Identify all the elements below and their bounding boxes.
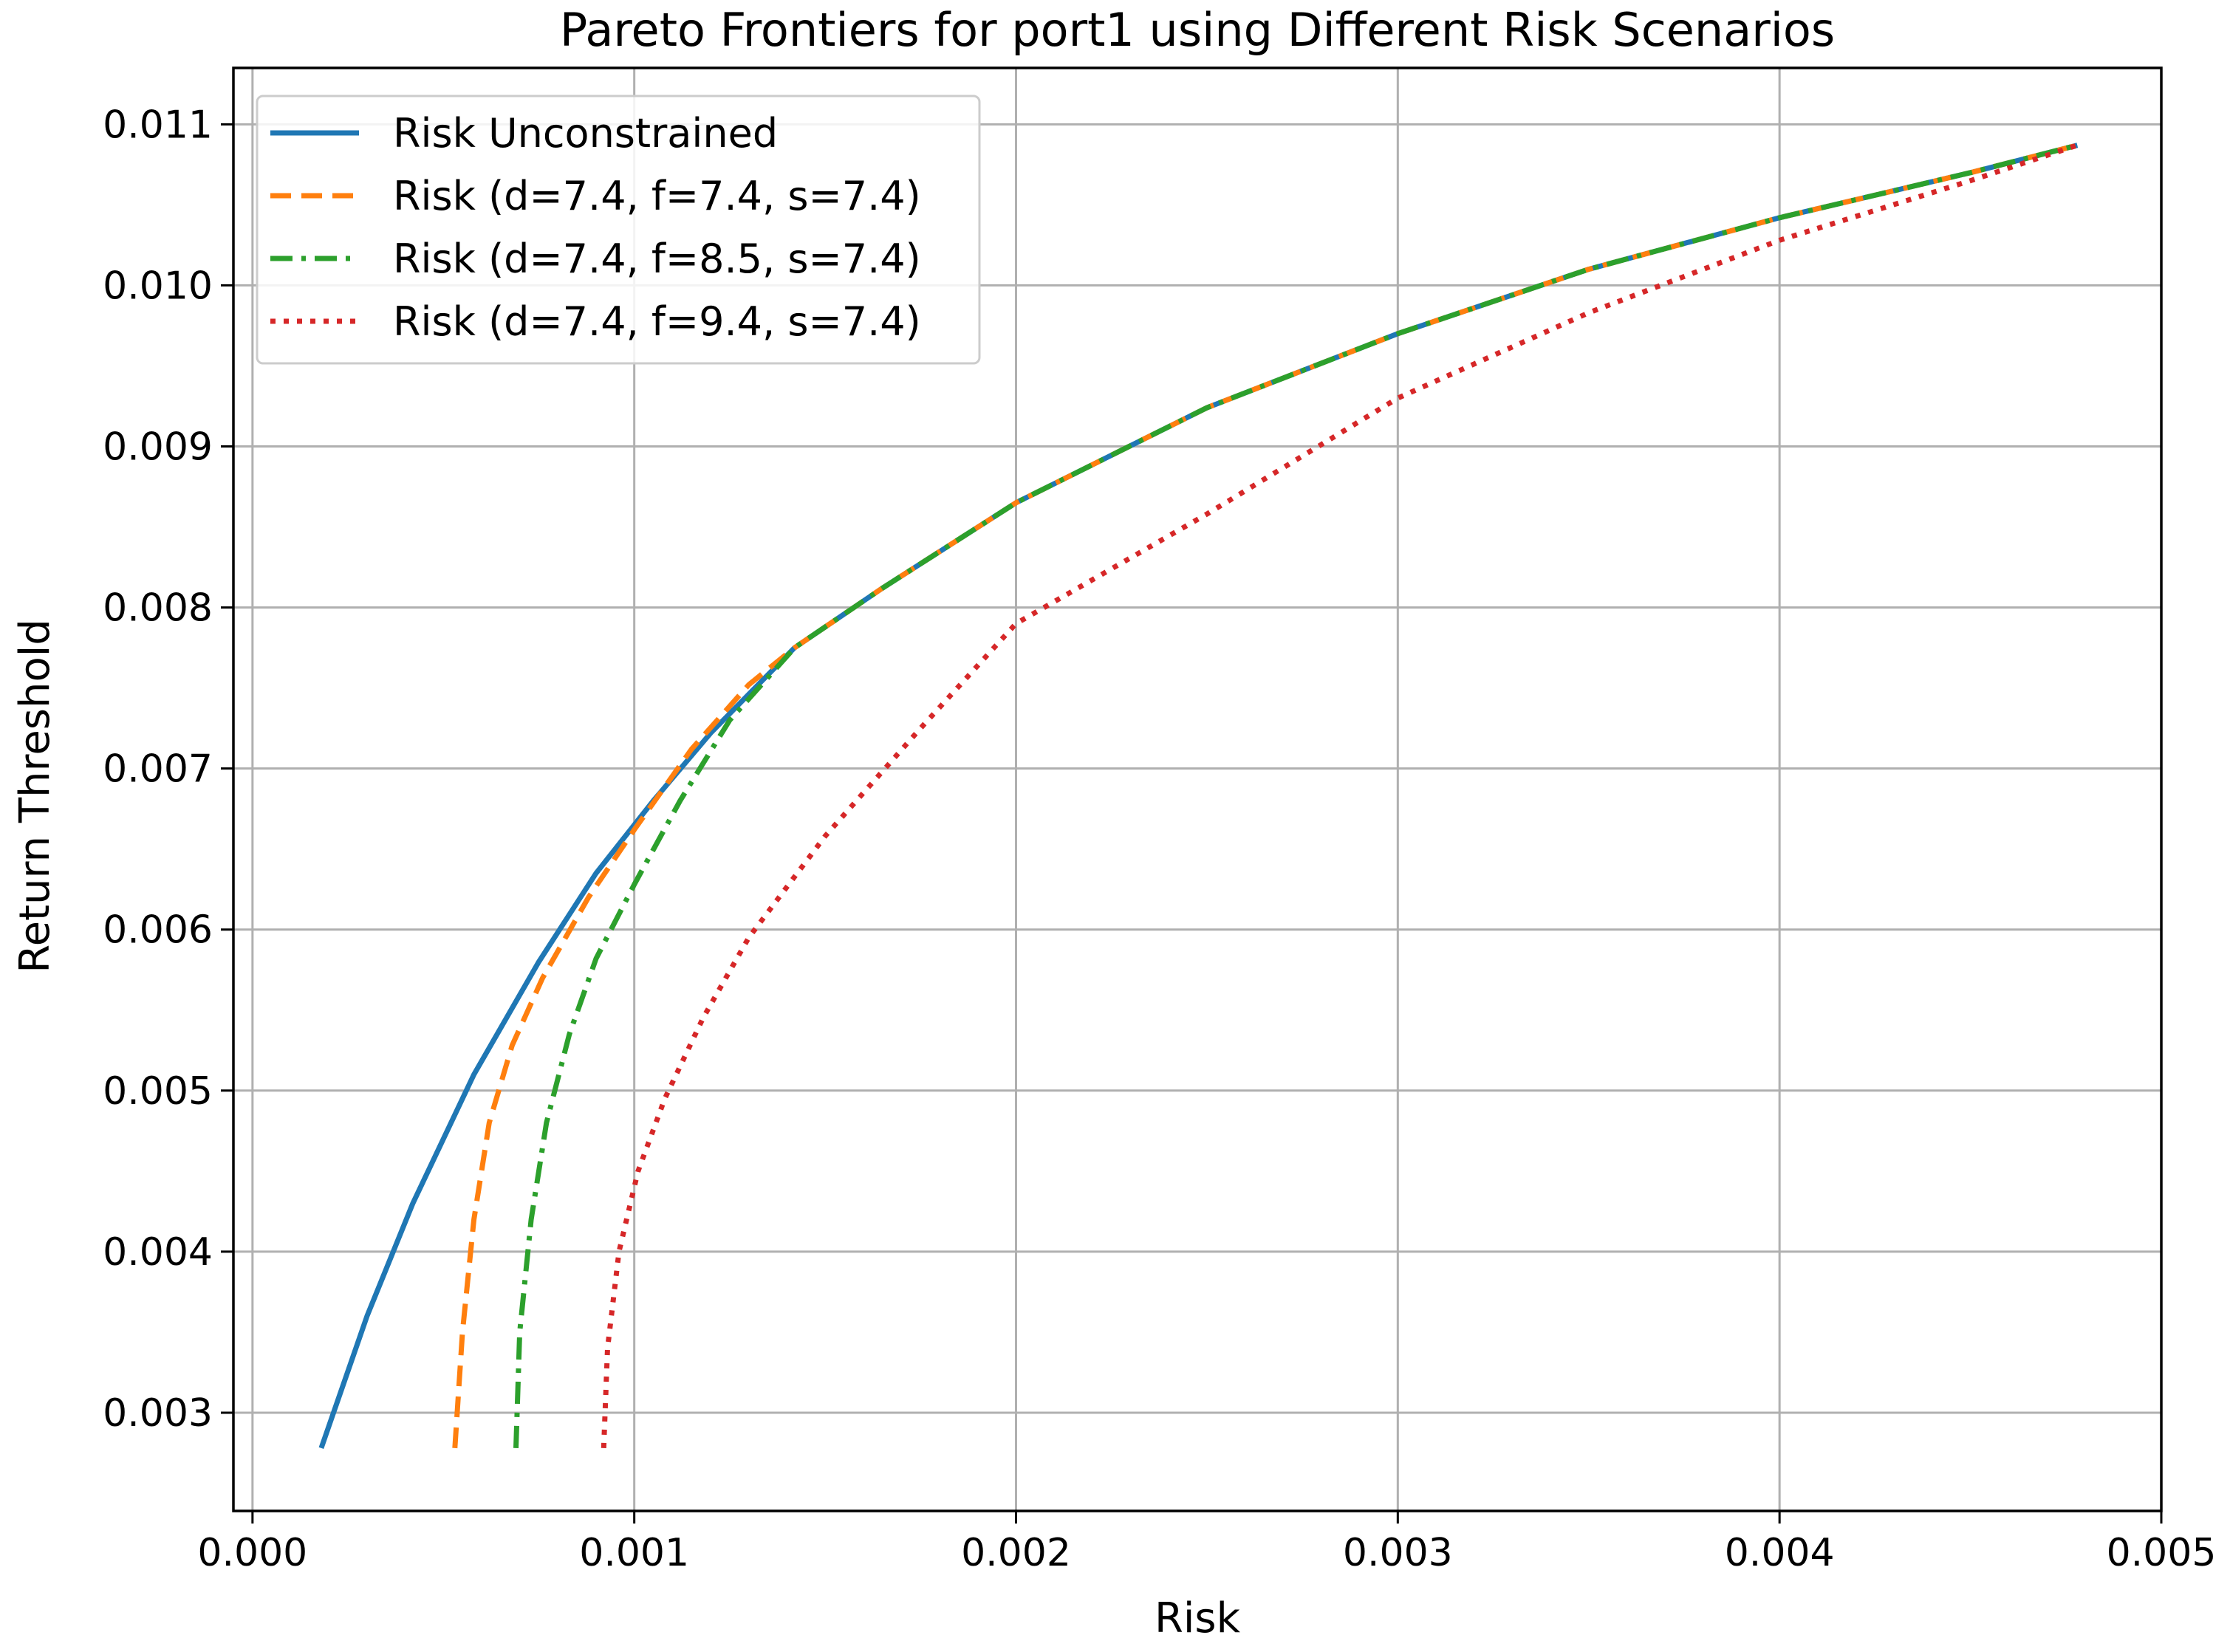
axis-ticks: 0.000 0.001 0.002 0.003 0.004 0.005 0.003 0.004… (103, 103, 2216, 1575)
y-tick-label: 0.008 (103, 586, 213, 631)
x-tick-label: 0.002 (961, 1531, 1071, 1575)
series-line-3 (513, 143, 2079, 1449)
series-lines (318, 143, 2079, 1450)
y-tick-label: 0.010 (103, 264, 213, 308)
plot-frame (232, 66, 2163, 1512)
y-tick-label: 0.006 (103, 908, 213, 953)
y-tick-label: 0.009 (103, 425, 213, 469)
series-line-2 (452, 143, 2079, 1449)
legend: Risk Unconstrained Risk (d=7.4, f=7.4, s=… (256, 95, 981, 365)
legend-label-1: Risk Unconstrained (393, 110, 778, 157)
legend-label-3: Risk (d=7.4, f=8.5, s=7.4) (393, 236, 921, 282)
y-tick-label: 0.011 (103, 103, 213, 147)
x-tick-label: 0.003 (1343, 1531, 1453, 1575)
legend-label-4: Risk (d=7.4, f=9.4, s=7.4) (393, 298, 921, 345)
x-tick-label: 0.004 (1725, 1531, 1835, 1575)
chart-title: Pareto Frontiers for port1 using Differe… (560, 3, 1835, 57)
legend-box (256, 95, 981, 365)
x-tick-label: 0.001 (579, 1531, 689, 1575)
x-tick-label: 0.005 (2107, 1531, 2217, 1575)
legend-label-2: Risk (d=7.4, f=7.4, s=7.4) (393, 173, 921, 219)
x-axis-label: Risk (1155, 1594, 1241, 1642)
y-tick-label: 0.003 (103, 1391, 213, 1436)
y-tick-label: 0.005 (103, 1069, 213, 1114)
y-axis-label: Return Threshold (11, 619, 59, 973)
y-tick-label: 0.007 (103, 747, 213, 792)
y-tick-label: 0.004 (103, 1230, 213, 1275)
x-tick-label: 0.000 (197, 1531, 307, 1575)
series-line-4 (601, 143, 2079, 1449)
